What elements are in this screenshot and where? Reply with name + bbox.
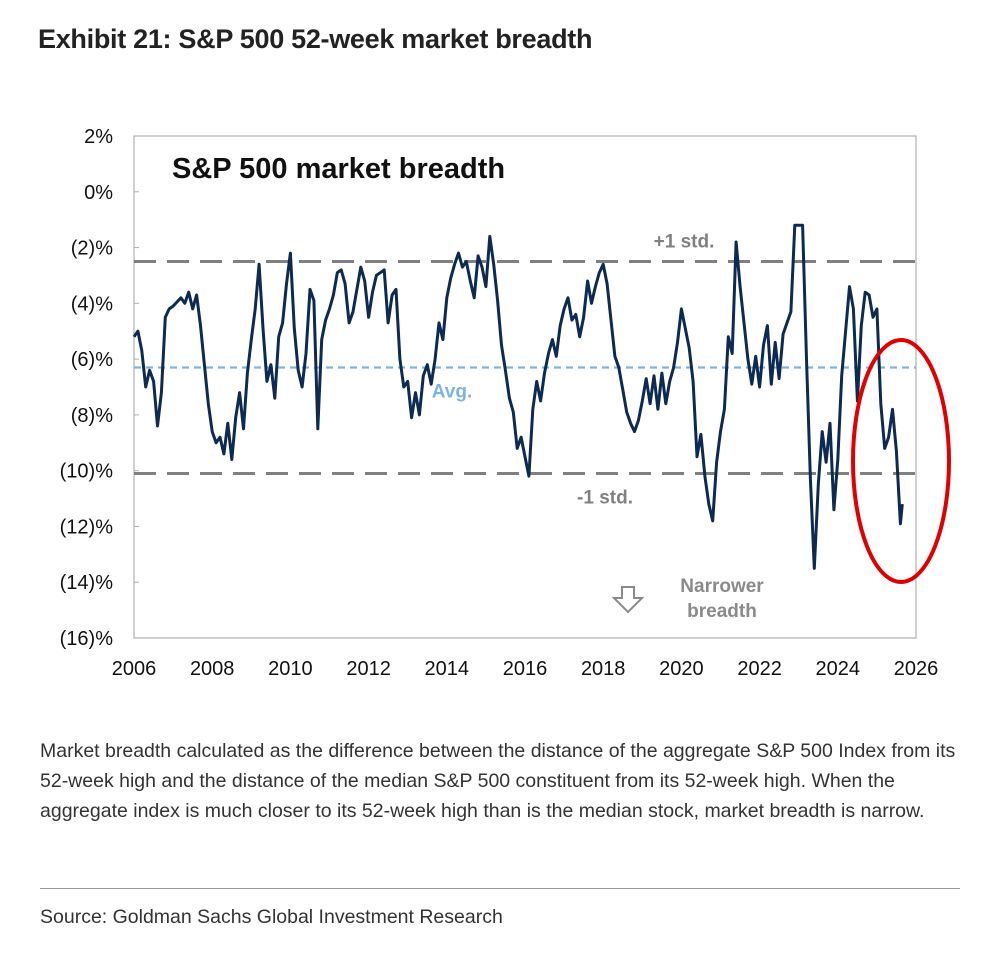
source-note: Source: Goldman Sachs Global Investment … <box>40 906 503 928</box>
chart: S&P 500 market breadth 2% 0% (2)% (4)% (6)% (… <box>60 126 951 680</box>
x-tick-label: 2008 <box>190 658 235 680</box>
divider <box>40 888 960 889</box>
x-tick-label: 2016 <box>503 658 548 680</box>
chart-title: S&P 500 market breadth <box>172 153 505 185</box>
y-tick-label: (6)% <box>71 349 113 371</box>
x-tick-label: 2020 <box>659 658 704 680</box>
y-tick-label: (8)% <box>71 405 113 427</box>
y-axis: 2% 0% (2)% (4)% (6)% (8)% (10)% (12)% (14)% (16)% <box>60 126 139 650</box>
x-tick-label: 2012 <box>346 658 391 680</box>
reference-line-label: +1 std. <box>654 232 715 253</box>
y-tick-label: (10)% <box>60 461 114 483</box>
x-tick-label: 2010 <box>268 658 313 680</box>
x-tick-label: 2026 <box>894 658 939 680</box>
annotation-narrower-breadth: Narrower breadth <box>611 576 764 622</box>
x-tick-label: 2006 <box>112 658 157 680</box>
x-axis: 2006 2008 2010 2012 2014 2016 2018 2020 2022 2024… <box>112 658 939 680</box>
y-tick-label: (4)% <box>71 293 113 315</box>
x-tick-label: 2018 <box>581 658 626 680</box>
x-tick-label: 2014 <box>425 658 470 680</box>
reference-line-label: -1 std. <box>577 487 633 508</box>
highlight-circle <box>851 338 951 584</box>
reference-labels: +1 std. Avg. -1 std. <box>432 232 715 509</box>
y-tick-label: 0% <box>84 182 113 204</box>
y-tick-label: (2)% <box>71 238 113 260</box>
annotation-line1: Narrower <box>680 576 764 597</box>
reference-line-label: Avg. <box>432 381 472 402</box>
plot-frame <box>133 135 917 639</box>
y-tick-label: (14)% <box>60 572 114 594</box>
series-line <box>132 223 904 570</box>
caption: Market breadth calculated as the differe… <box>40 740 956 822</box>
x-tick-label: 2024 <box>816 658 861 680</box>
x-tick-label: 2022 <box>737 658 782 680</box>
y-tick-label: (12)% <box>60 516 114 538</box>
y-tick-label: (16)% <box>60 628 114 650</box>
down-arrow-icon <box>611 586 645 614</box>
y-tick-label: 2% <box>84 126 113 148</box>
exhibit-title: Exhibit 21: S&P 500 52-week market bread… <box>38 24 593 54</box>
annotation-line2: breadth <box>687 601 757 622</box>
chart-title-box <box>136 138 914 193</box>
reference-lines <box>134 260 916 475</box>
